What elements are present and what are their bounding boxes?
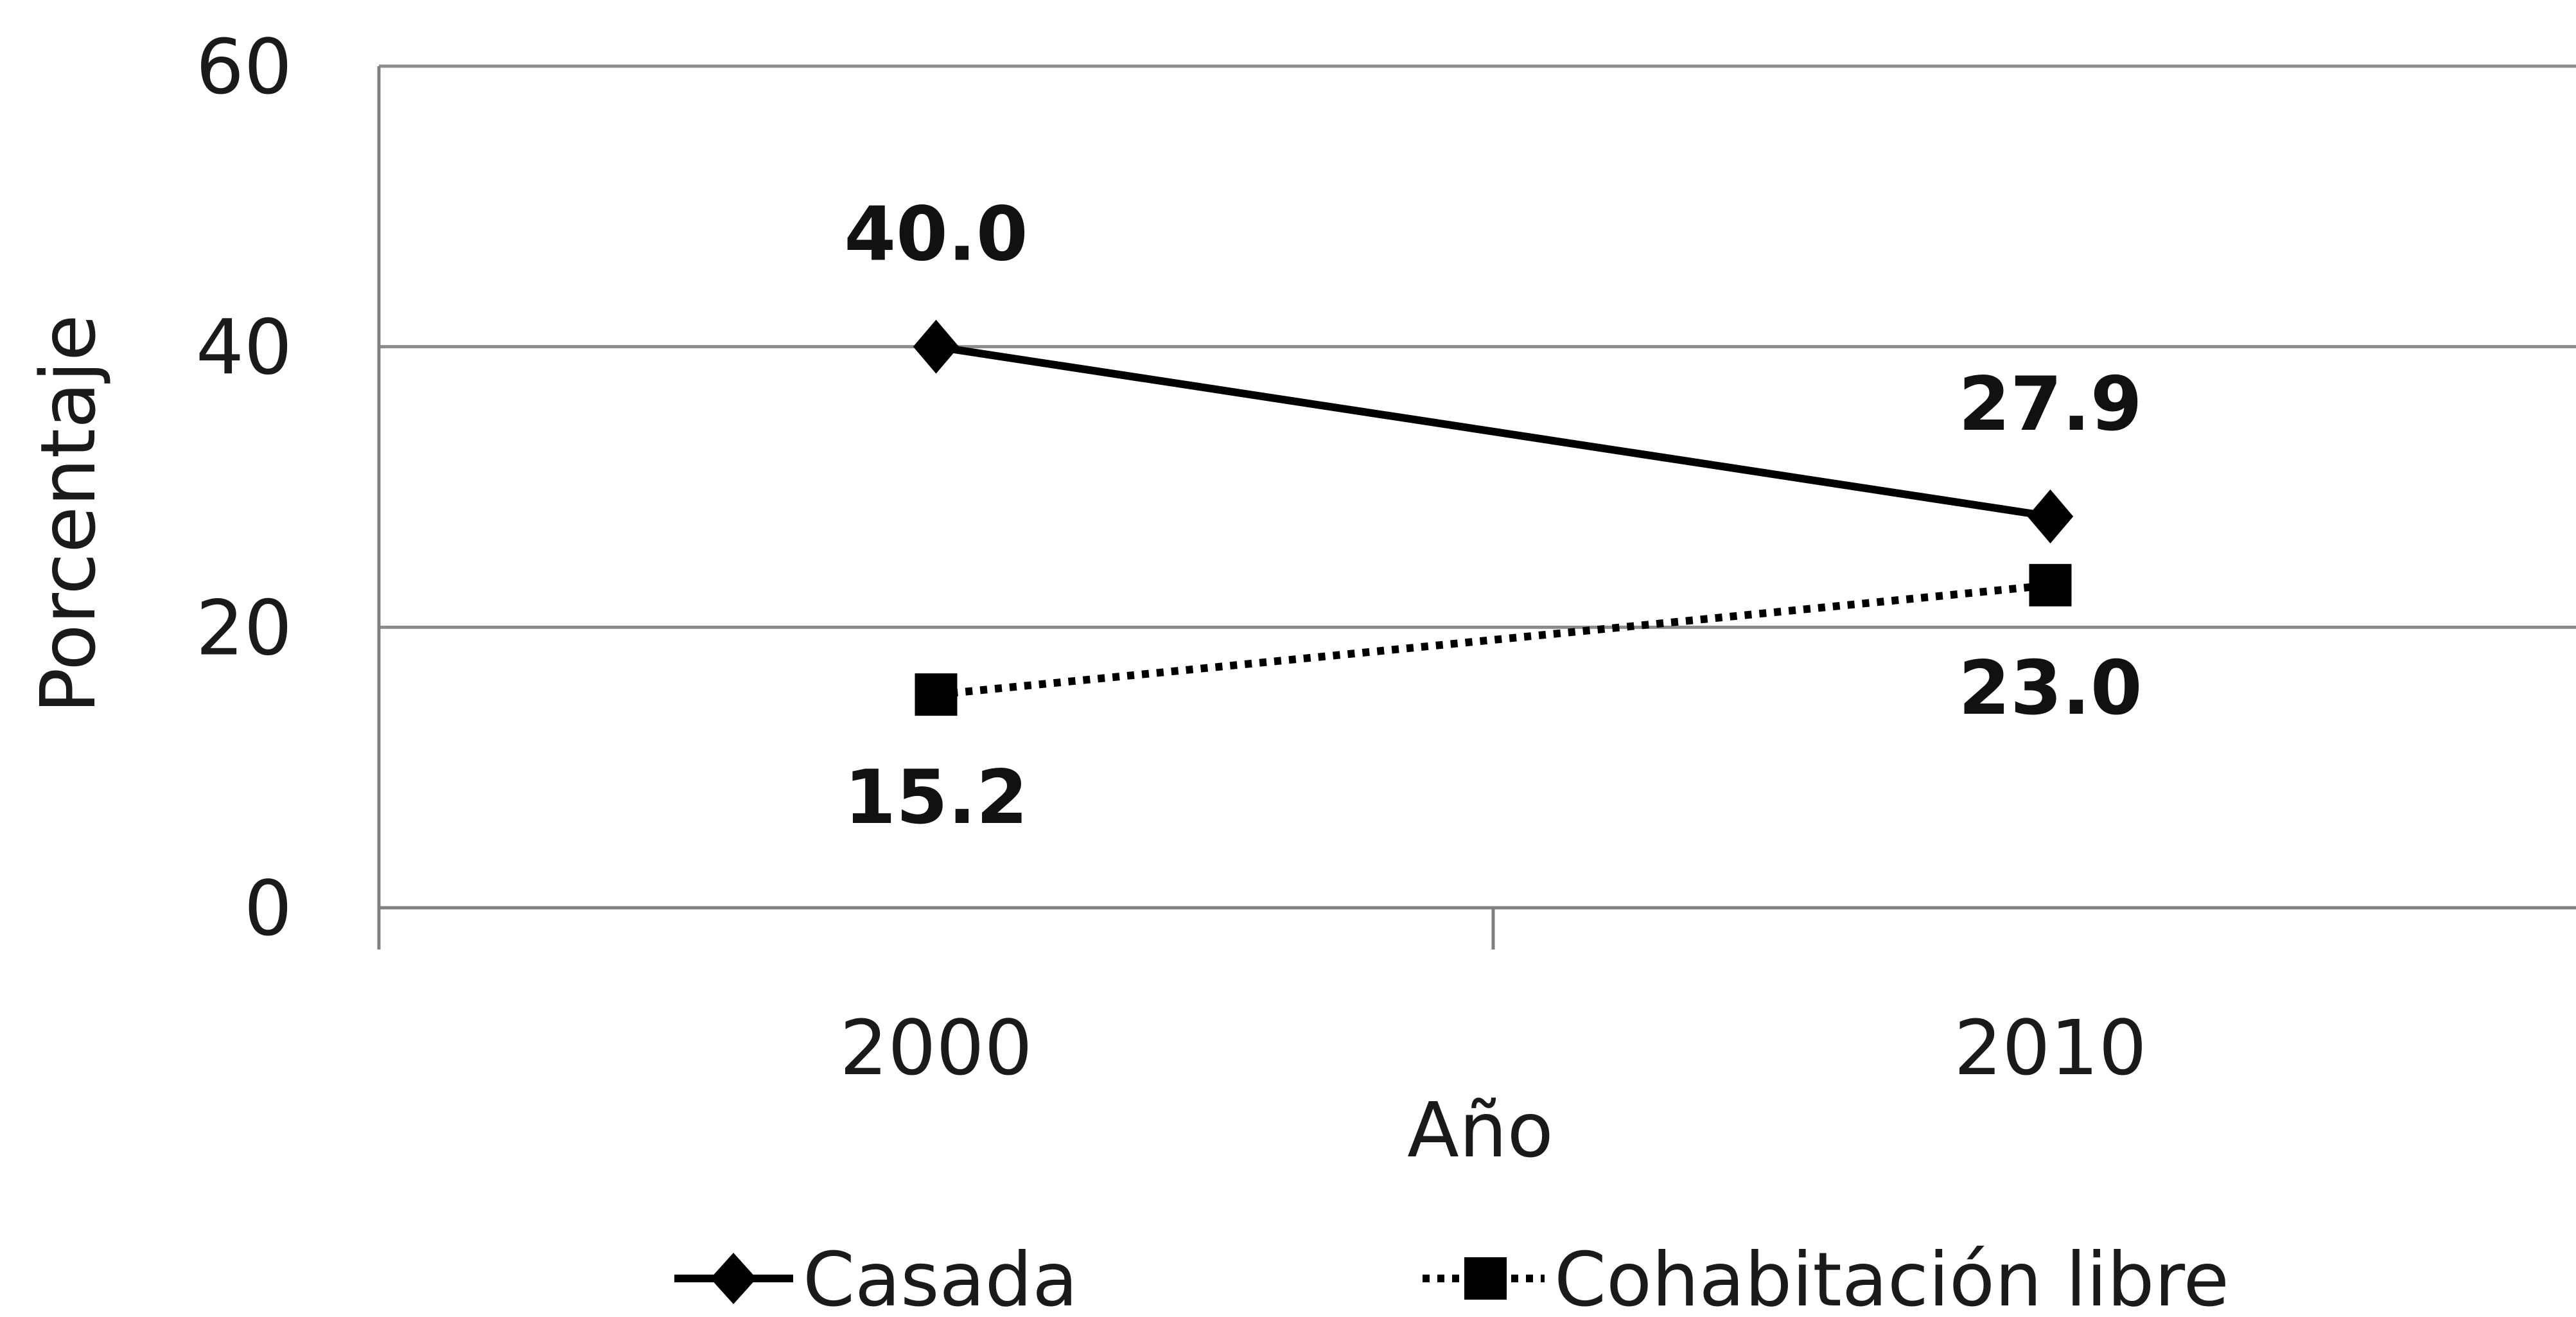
axes (377, 66, 2576, 950)
x-tick-label: 2010 (1954, 1003, 2146, 1092)
data-label: 15.2 (844, 754, 1028, 841)
data-label: 40.0 (844, 191, 1028, 278)
series-line-cohabitacion-libre (935, 581, 2051, 699)
legend-label-cohabitacion-libre: Cohabitación libre (1554, 1237, 2229, 1317)
x-tick-label: 2000 (839, 1003, 1032, 1092)
data-point-square (915, 673, 958, 716)
series (913, 319, 2074, 716)
legend-square-marker (1464, 1257, 1507, 1300)
data-label: 27.9 (1958, 361, 2142, 448)
x-tick-labels: 2000 2010 (839, 1003, 2146, 1092)
data-labels: 40.0 27.9 15.2 23.0 (844, 191, 2142, 841)
y-tick-labels: 0 20 40 60 (196, 22, 292, 953)
legend-item-casada: Casada (674, 1237, 1078, 1317)
y-tick-label: 60 (196, 22, 292, 111)
data-label: 23.0 (1958, 645, 2142, 732)
series-line-casada (935, 342, 2051, 520)
legend: Casada Cohabitación libre (674, 1237, 2229, 1317)
y-axis-title: Porcentaje (24, 314, 112, 713)
x-axis-title: Año (1407, 1086, 1554, 1174)
data-point-square (2029, 563, 2072, 606)
data-point-diamond (913, 319, 959, 374)
legend-diamond-marker (710, 1253, 757, 1304)
y-tick-label: 40 (196, 303, 292, 392)
data-point-diamond (2027, 489, 2074, 544)
y-tick-label: 0 (244, 864, 292, 953)
legend-item-cohabitacion-libre: Cohabitación libre (1423, 1237, 2229, 1317)
legend-label-casada: Casada (803, 1237, 1078, 1317)
gridlines (379, 64, 2576, 950)
y-tick-label: 20 (196, 583, 292, 672)
